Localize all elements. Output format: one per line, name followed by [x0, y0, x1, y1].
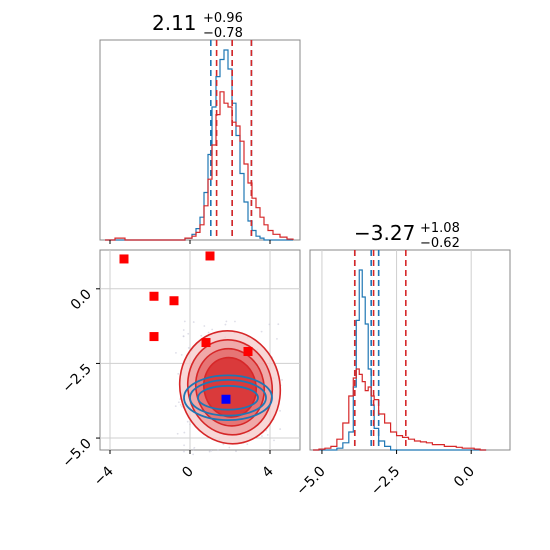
title-param-1-value: 2.11	[152, 11, 197, 35]
hist-series-2	[312, 368, 487, 451]
sample-point	[279, 428, 282, 430]
y-tick-label: −5.0	[59, 436, 94, 471]
panel-joint	[99, 249, 301, 456]
sample-point	[182, 329, 185, 331]
sample-point	[268, 323, 271, 326]
hist-series-1	[312, 269, 487, 451]
sample-point	[192, 448, 195, 451]
marker-point	[119, 254, 129, 264]
sample-point	[193, 446, 196, 449]
sample-point	[183, 431, 186, 434]
sample-point	[260, 330, 263, 333]
sample-point	[187, 347, 190, 349]
contour-level-blue	[183, 374, 273, 422]
sample-point	[279, 409, 281, 412]
sample-point	[179, 404, 182, 406]
contour-level-red	[203, 356, 257, 418]
x-tick-label: 0.0	[451, 464, 478, 491]
title-param-2-minus: −0.62	[420, 236, 460, 251]
x-tick-label: 0	[179, 464, 197, 482]
marker-point	[149, 291, 159, 301]
panel-frame	[309, 249, 511, 451]
panel-marginal-param-2: −3.27 +1.08 −0.62	[309, 221, 511, 451]
sample-point	[208, 450, 211, 453]
sample-point	[281, 379, 283, 381]
sample-point	[177, 372, 180, 375]
sample-point	[200, 334, 203, 337]
sample-point	[261, 435, 263, 438]
y-tick-label: 0.0	[68, 286, 95, 313]
sample-point	[273, 439, 275, 442]
contour-level-blue	[189, 378, 267, 417]
sample-point	[183, 444, 186, 447]
sample-point	[182, 335, 185, 338]
contour-level-blue	[197, 384, 259, 411]
title-param-2-plus: +1.08	[420, 221, 460, 236]
sample-point	[192, 453, 195, 456]
sample-point	[183, 320, 186, 323]
sample-point	[187, 332, 190, 335]
sample-point	[211, 328, 214, 331]
sample-point	[246, 443, 249, 446]
panel-frame	[99, 39, 301, 241]
sample-point	[225, 320, 228, 323]
sample-point	[175, 351, 177, 354]
x-tick-label: 4	[259, 463, 277, 481]
sample-point	[203, 325, 206, 327]
sample-point	[189, 423, 191, 426]
sample-point	[180, 353, 183, 356]
title-param-2-value: −3.27	[354, 221, 415, 245]
truth-marker	[221, 394, 231, 404]
sample-point	[176, 432, 179, 435]
sample-point	[276, 338, 278, 340]
sample-point	[181, 405, 183, 408]
sample-point	[174, 405, 177, 408]
x-tick-label: −4	[91, 463, 117, 489]
sample-point	[234, 320, 236, 323]
marker-point	[149, 332, 159, 342]
title-param-1-plus: +0.96	[203, 11, 243, 26]
sample-point	[210, 449, 213, 452]
title-param-1-minus: −0.78	[203, 26, 243, 41]
sample-point	[224, 323, 227, 326]
sample-point	[177, 401, 180, 404]
x-tick-label: −5.0	[293, 464, 328, 499]
sample-point	[235, 450, 237, 453]
hist-series-2	[105, 91, 294, 241]
marker-point	[243, 346, 253, 356]
sample-point	[207, 331, 210, 334]
sample-point	[183, 450, 185, 453]
sample-point	[228, 446, 231, 449]
sample-point	[266, 434, 269, 436]
marker-point	[169, 296, 179, 306]
x-tick-label: −2.5	[368, 464, 403, 499]
marker-point	[205, 251, 215, 261]
sample-point	[217, 449, 219, 452]
sample-point	[186, 420, 189, 423]
sample-point	[192, 321, 195, 323]
sample-point	[277, 323, 280, 326]
panel-marginal-param-1: 2.11 +0.96 −0.78	[99, 11, 301, 241]
marker-point	[201, 338, 211, 348]
y-tick-label: −2.5	[59, 361, 94, 396]
